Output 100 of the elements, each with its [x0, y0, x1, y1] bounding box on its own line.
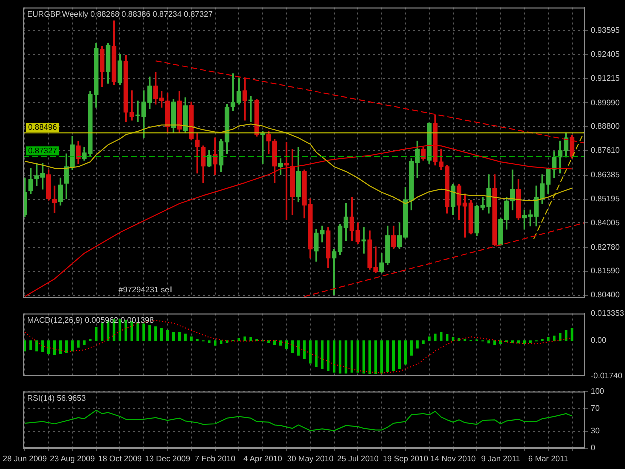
bar: [356, 340, 360, 373]
bar: [564, 330, 568, 342]
y-tick-label: 0.85195: [591, 194, 620, 204]
x-tick-label: 30 May 2010: [287, 454, 334, 464]
bar: [422, 340, 425, 344]
bar: [309, 340, 312, 364]
chart-title: RSI(14) 56.9653: [27, 394, 87, 404]
bar: [386, 340, 390, 372]
chart-title: MACD(12,26,9) 0.005962 0.001398: [27, 316, 155, 326]
bar: [65, 340, 68, 353]
x-tick-label: 9 Jan 2011: [481, 454, 521, 464]
bar: [95, 327, 98, 342]
bar: [214, 340, 217, 346]
y-tick-label: 0.81590: [591, 266, 620, 276]
bar: [250, 337, 252, 342]
bar: [350, 340, 354, 373]
bar: [404, 340, 408, 365]
bar: [77, 340, 80, 348]
bar: [42, 340, 44, 352]
bar: [172, 332, 176, 342]
bar: [315, 340, 318, 368]
bar: [440, 332, 443, 342]
bar: [327, 340, 330, 372]
y-tick-label: 30: [591, 426, 600, 436]
bar: [446, 334, 449, 342]
y-tick-label: 0.93595: [591, 26, 620, 36]
chart-title: EURGBP,Weekly 0.88268 0.88386 0.87234 0.87327: [27, 10, 214, 20]
bar: [166, 330, 170, 342]
y-tick-label: 0.82780: [591, 242, 620, 252]
bar: [410, 340, 413, 356]
bar: [380, 340, 384, 374]
bar: [297, 340, 300, 356]
bar: [30, 340, 32, 351]
bar: [570, 328, 574, 342]
bar: [142, 324, 146, 342]
bar: [368, 340, 372, 374]
x-tick-label: 4 Apr 2010: [244, 454, 283, 464]
bar: [374, 340, 378, 374]
annotation: #97294231 sell: [118, 285, 174, 294]
bar: [338, 340, 342, 374]
x-tick-label: 25 Jul 2010: [337, 454, 380, 464]
bar: [494, 340, 496, 346]
y-tick-label: 70: [591, 404, 600, 413]
bar: [279, 340, 282, 346]
bar: [416, 340, 419, 349]
bar: [136, 322, 140, 342]
y-tick-label: 0.92405: [591, 50, 620, 59]
y-tick-label: 0.00: [591, 336, 608, 346]
bar: [362, 340, 366, 374]
x-tick-label: 14 Nov 2010: [430, 454, 477, 464]
y-tick-label: 0.013353: [591, 309, 625, 318]
bar: [238, 338, 240, 342]
bar: [303, 340, 306, 360]
bar: [83, 340, 86, 346]
bar: [398, 340, 402, 370]
ref-line-label: 0.87327: [28, 146, 58, 156]
bar: [488, 340, 490, 344]
bar: [36, 340, 38, 352]
bar: [59, 340, 62, 354]
bar: [244, 336, 246, 342]
bar: [344, 340, 348, 374]
y-tick-label: 0.87610: [591, 146, 620, 156]
bar: [160, 328, 164, 342]
bar: [190, 336, 193, 342]
x-tick-label: 23 Aug 2009: [50, 454, 96, 464]
bar: [332, 340, 336, 373]
bar: [321, 340, 324, 370]
bar: [154, 326, 158, 342]
y-tick-label: 0.91215: [591, 74, 620, 83]
y-tick-label: 0: [591, 444, 596, 453]
y-tick-label: 0.84005: [591, 218, 620, 228]
bar: [274, 340, 276, 346]
x-tick-label: 19 Sep 2010: [383, 454, 429, 464]
bar: [285, 340, 288, 350]
bar: [529, 340, 532, 344]
ref-line-label: 0.88496: [28, 122, 58, 132]
bar: [53, 340, 56, 356]
bar: [178, 332, 182, 342]
y-tick-label: 0.86385: [591, 170, 620, 180]
y-tick-label: 0.88800: [591, 122, 620, 132]
y-tick-label: 100: [591, 387, 605, 396]
bar: [71, 340, 74, 352]
y-tick-label: 0.80400: [591, 290, 620, 300]
x-tick-label: 18 Oct 2009: [98, 454, 143, 464]
bar: [184, 334, 187, 342]
x-tick-label: 7 Feb 2010: [195, 454, 236, 464]
bar: [547, 337, 550, 342]
bar: [434, 334, 437, 342]
x-tick-label: 28 Jun 2009: [3, 454, 48, 464]
y-tick-label: -0.01740: [591, 371, 624, 380]
y-tick-label: 0.89990: [591, 98, 620, 108]
x-tick-label: 6 Mar 2011: [528, 454, 569, 464]
bar: [208, 340, 211, 344]
bar: [47, 340, 50, 354]
bar: [148, 325, 152, 342]
bar: [101, 323, 104, 342]
bar: [392, 340, 396, 372]
x-tick-label: 13 Dec 2009: [145, 454, 192, 464]
bar: [291, 340, 294, 353]
bar: [220, 340, 223, 344]
